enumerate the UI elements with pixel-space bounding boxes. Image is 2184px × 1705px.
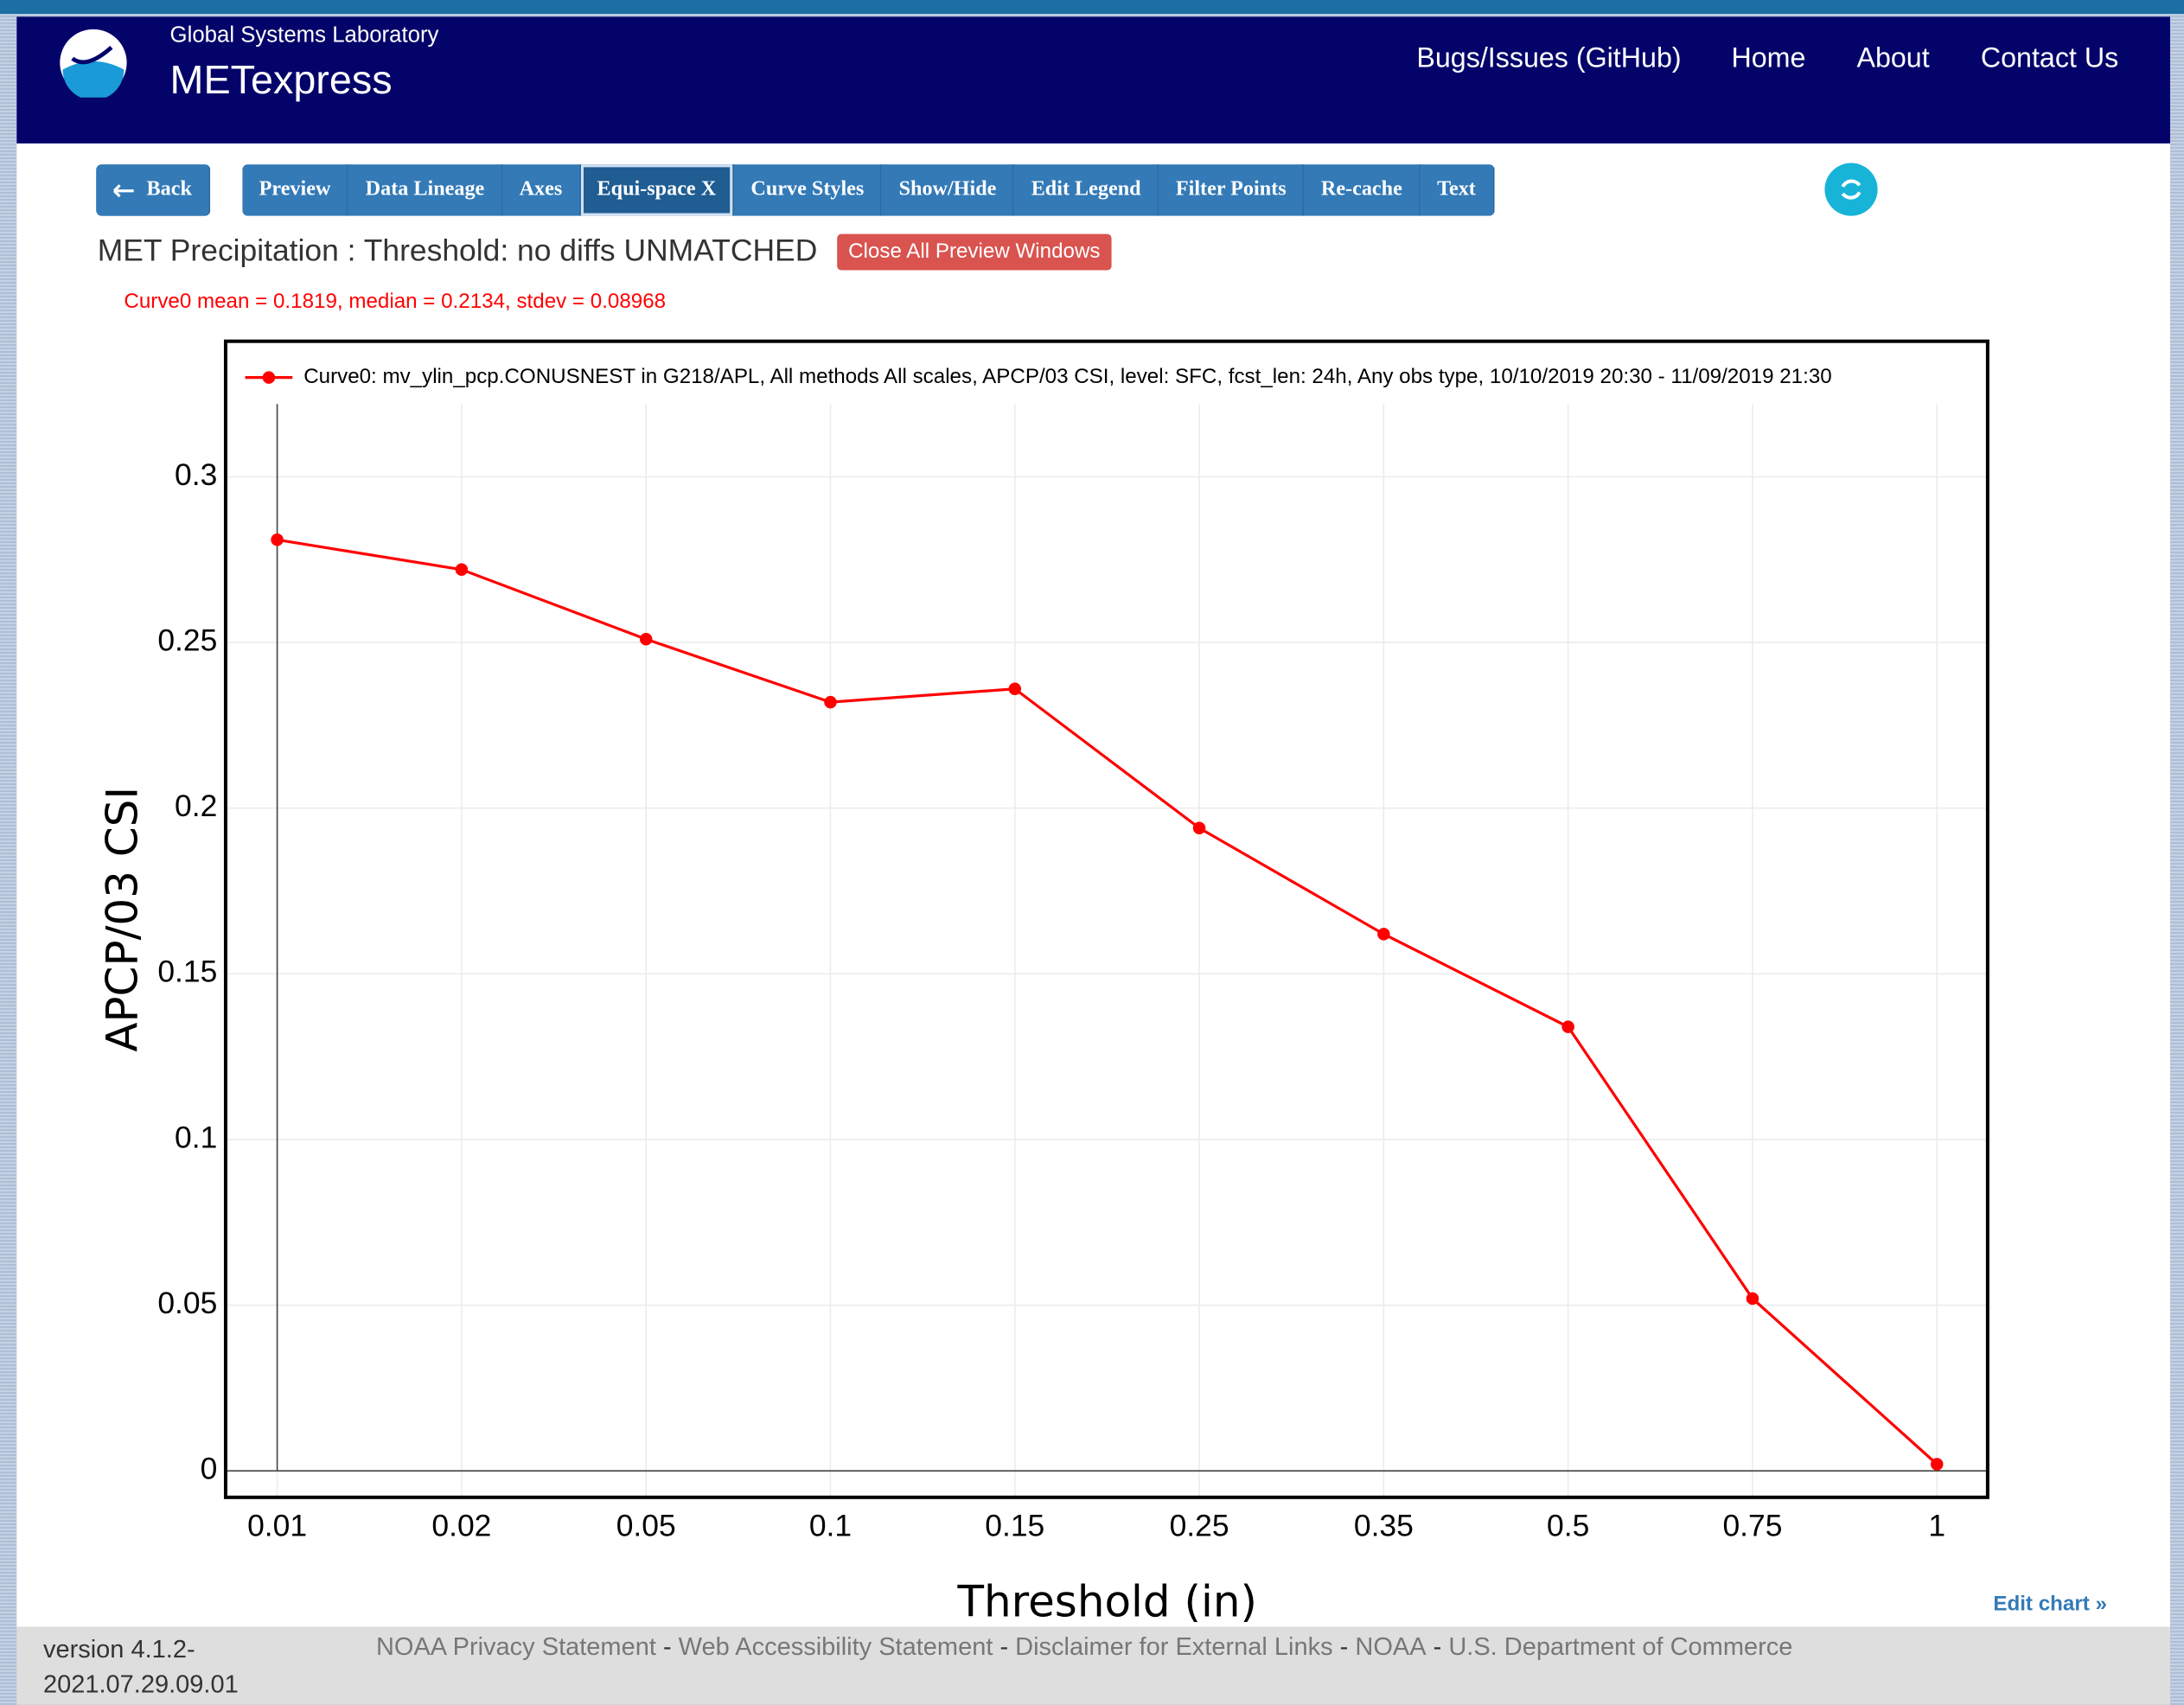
x-tick-label: 0.5 <box>1547 1509 1589 1543</box>
data-point <box>455 563 469 577</box>
y-tick-label: 0.2 <box>175 789 217 823</box>
page-title: MET Precipitation : Threshold: no diffs … <box>97 233 818 268</box>
data-point <box>824 695 837 709</box>
footer-link[interactable]: U.S. Department of Commerce <box>1448 1632 1793 1661</box>
toolbar-button[interactable]: Curve Styles <box>734 164 883 216</box>
toolbar: Preview Data Lineage Axes Equi-space X Curve… <box>242 164 1494 216</box>
data-point <box>1192 821 1206 834</box>
close-button[interactable]: Close All Preview Windows <box>837 233 1112 271</box>
data-point <box>1931 1458 1944 1471</box>
toolbar-button[interactable]: Edit Legend <box>1014 164 1159 216</box>
separator: - <box>1339 1632 1349 1661</box>
separator: - <box>1433 1632 1442 1661</box>
x-tick-label: 1 <box>1928 1509 1945 1543</box>
edit-chart-link[interactable]: Edit chart » <box>1993 1592 2107 1616</box>
y-tick-label: 0.1 <box>175 1120 217 1154</box>
toolbar-button[interactable]: Show/Hide <box>882 164 1015 216</box>
y-tick-label: 0.25 <box>157 623 217 657</box>
top-stripe <box>0 0 2184 15</box>
footer-links: NOAA Privacy Statement - Web Accessibility… <box>376 1632 1792 1662</box>
x-tick-label: 0.01 <box>247 1509 307 1543</box>
x-tick-label: 0.25 <box>1170 1509 1229 1543</box>
separator: - <box>662 1632 672 1661</box>
y-tick-label: 0.15 <box>157 955 217 989</box>
y-tick-label: 0.05 <box>157 1286 217 1320</box>
y-tick-label: 0.3 <box>175 457 217 492</box>
x-tick-label: 0.15 <box>985 1509 1044 1543</box>
x-tick-label: 0.1 <box>809 1509 852 1543</box>
version: version 4.1.2-2021.07.29.09.01 <box>42 1635 239 1698</box>
data-point <box>639 633 653 646</box>
back-button[interactable]: Back <box>96 164 211 216</box>
footer <box>16 1626 2170 1705</box>
stats: Curve0 mean = 0.1819, median = 0.2134, s… <box>124 290 667 314</box>
plot-frame <box>223 339 1989 1499</box>
toolbar-button[interactable]: Axes <box>502 164 581 216</box>
footer-link[interactable]: Web Accessibility Statement <box>678 1632 993 1661</box>
legend-marker <box>262 371 276 384</box>
y-axis-title: APCP/03 CSI <box>97 787 147 1052</box>
data-point <box>1008 682 1022 696</box>
nav-link[interactable]: Contact Us <box>1980 42 2119 74</box>
header <box>16 16 2170 144</box>
toolbar-button[interactable]: Text <box>1420 164 1494 216</box>
nav-link[interactable]: Bugs/Issues (GitHub) <box>1416 42 1682 74</box>
toolbar-button[interactable]: Equi-space X <box>580 164 735 216</box>
x-tick-label: 0.35 <box>1354 1509 1414 1543</box>
footer-link[interactable]: Disclaimer for External Links <box>1015 1632 1333 1661</box>
separator: - <box>999 1632 1009 1661</box>
nav-link[interactable]: Home <box>1731 42 1806 74</box>
footer-link[interactable]: NOAA Privacy Statement <box>375 1632 656 1661</box>
y-tick-label: 0 <box>201 1452 218 1486</box>
org-name: Global Systems Laboratory <box>169 23 439 48</box>
footer-link[interactable]: NOAA <box>1355 1632 1427 1661</box>
noaa-logo[interactable] <box>55 28 131 98</box>
refresh-button[interactable] <box>1824 163 1880 218</box>
nav-link[interactable]: About <box>1856 42 1930 74</box>
data-point <box>1377 928 1390 941</box>
x-tick-label: 0.75 <box>1722 1509 1782 1543</box>
data-point <box>271 533 284 546</box>
x-tick-label: 0.02 <box>431 1509 491 1543</box>
x-tick-label: 0.05 <box>616 1509 676 1543</box>
toolbar-button[interactable]: Data Lineage <box>348 164 503 216</box>
data-point <box>1561 1020 1574 1033</box>
toolbar-button[interactable]: Preview <box>242 164 349 216</box>
toolbar-button[interactable]: Filter Points <box>1159 164 1305 216</box>
plot-area <box>225 341 1988 1497</box>
data-point <box>1746 1292 1759 1306</box>
x-axis-title: Threshold (in) <box>957 1576 1257 1626</box>
toolbar-button[interactable]: Re-cache <box>1304 164 1421 216</box>
app-name[interactable]: METexpress <box>169 58 393 104</box>
legend-label: Curve0: mv_ylin_pcp.CONUSNEST in G218/AP… <box>303 365 1832 388</box>
series-line <box>277 538 1938 1466</box>
back-label: Back <box>146 178 192 201</box>
